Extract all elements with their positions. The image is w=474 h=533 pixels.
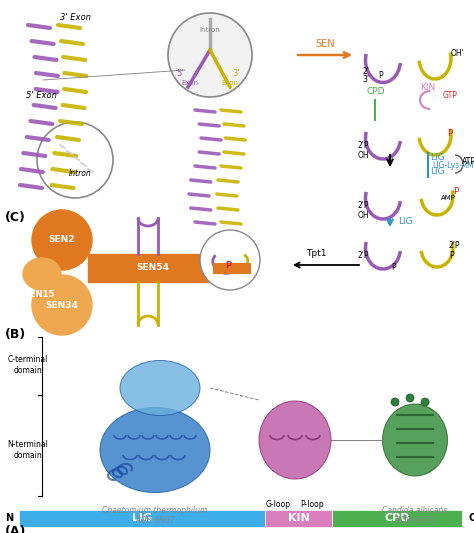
Text: SEN2: SEN2 <box>49 236 75 245</box>
Text: 3': 3' <box>232 69 240 77</box>
Text: LIG: LIG <box>430 167 445 176</box>
Text: SEN34: SEN34 <box>46 301 78 310</box>
Text: AMP: AMP <box>441 195 456 201</box>
Text: LIG: LIG <box>430 154 445 163</box>
Text: 3': 3' <box>362 76 369 85</box>
Circle shape <box>406 394 414 402</box>
Ellipse shape <box>23 258 61 290</box>
Text: (A): (A) <box>5 525 26 533</box>
Text: G-loop: G-loop <box>265 500 291 509</box>
Circle shape <box>168 13 252 97</box>
Text: ATP: ATP <box>462 157 474 166</box>
Text: P: P <box>378 71 383 80</box>
Bar <box>332 510 462 527</box>
Text: CPD: CPD <box>384 513 410 523</box>
Text: N-terminal
domain: N-terminal domain <box>8 440 48 459</box>
Text: PDB 6N67: PDB 6N67 <box>136 516 174 525</box>
Text: P: P <box>453 188 458 197</box>
Text: KIN: KIN <box>288 513 310 523</box>
Circle shape <box>391 398 399 406</box>
Text: (B): (B) <box>5 328 26 341</box>
Bar <box>88 254 218 282</box>
Text: C: C <box>468 513 474 523</box>
Text: LIG: LIG <box>398 217 413 227</box>
Text: 2'P: 2'P <box>357 141 369 150</box>
Circle shape <box>37 122 113 198</box>
Text: Intron: Intron <box>200 27 220 33</box>
Text: GTP: GTP <box>443 92 458 101</box>
Text: PDB 6U05: PDB 6U05 <box>396 516 434 525</box>
Text: P: P <box>225 262 231 271</box>
Text: 5': 5' <box>176 69 184 77</box>
Text: CPD: CPD <box>367 87 385 96</box>
Ellipse shape <box>383 404 447 476</box>
Text: Tpt1: Tpt1 <box>306 249 326 258</box>
Circle shape <box>32 210 92 270</box>
Ellipse shape <box>120 360 200 416</box>
Text: LIG: LIG <box>132 513 152 523</box>
Circle shape <box>200 230 260 290</box>
Text: P: P <box>447 128 452 138</box>
Text: OH': OH' <box>451 49 465 58</box>
Text: SEN: SEN <box>315 39 335 49</box>
Text: 2': 2' <box>362 68 369 77</box>
Text: Intron: Intron <box>69 169 91 179</box>
Text: LIG-Lys-AMP: LIG-Lys-AMP <box>432 160 474 169</box>
Text: Exon: Exon <box>182 80 199 86</box>
Text: P: P <box>391 263 396 272</box>
Text: Exon: Exon <box>221 80 238 86</box>
Ellipse shape <box>100 408 210 492</box>
Text: 5' Exon: 5' Exon <box>26 91 57 100</box>
Text: OH: OH <box>357 212 369 221</box>
Ellipse shape <box>259 401 331 479</box>
Text: 2'P: 2'P <box>357 252 369 261</box>
Text: 2'P: 2'P <box>449 241 461 251</box>
Text: SEN54: SEN54 <box>137 263 169 272</box>
Bar <box>265 510 332 527</box>
Text: C-terminal
domain: C-terminal domain <box>8 356 48 375</box>
Text: P: P <box>449 252 454 261</box>
Circle shape <box>421 398 429 406</box>
Text: P-loop: P-loop <box>300 500 324 509</box>
Text: N: N <box>5 513 13 523</box>
Text: 2'P: 2'P <box>357 201 369 211</box>
Circle shape <box>32 275 92 335</box>
Text: KIN: KIN <box>420 84 435 93</box>
Text: SEN15: SEN15 <box>25 290 55 299</box>
Text: Chaetomium thermophilum: Chaetomium thermophilum <box>102 506 208 515</box>
Text: OH: OH <box>357 151 369 160</box>
Bar <box>19 510 265 527</box>
Text: Candida albicans: Candida albicans <box>383 506 447 515</box>
Text: (C): (C) <box>5 211 26 223</box>
Text: 3' Exon: 3' Exon <box>60 13 91 22</box>
